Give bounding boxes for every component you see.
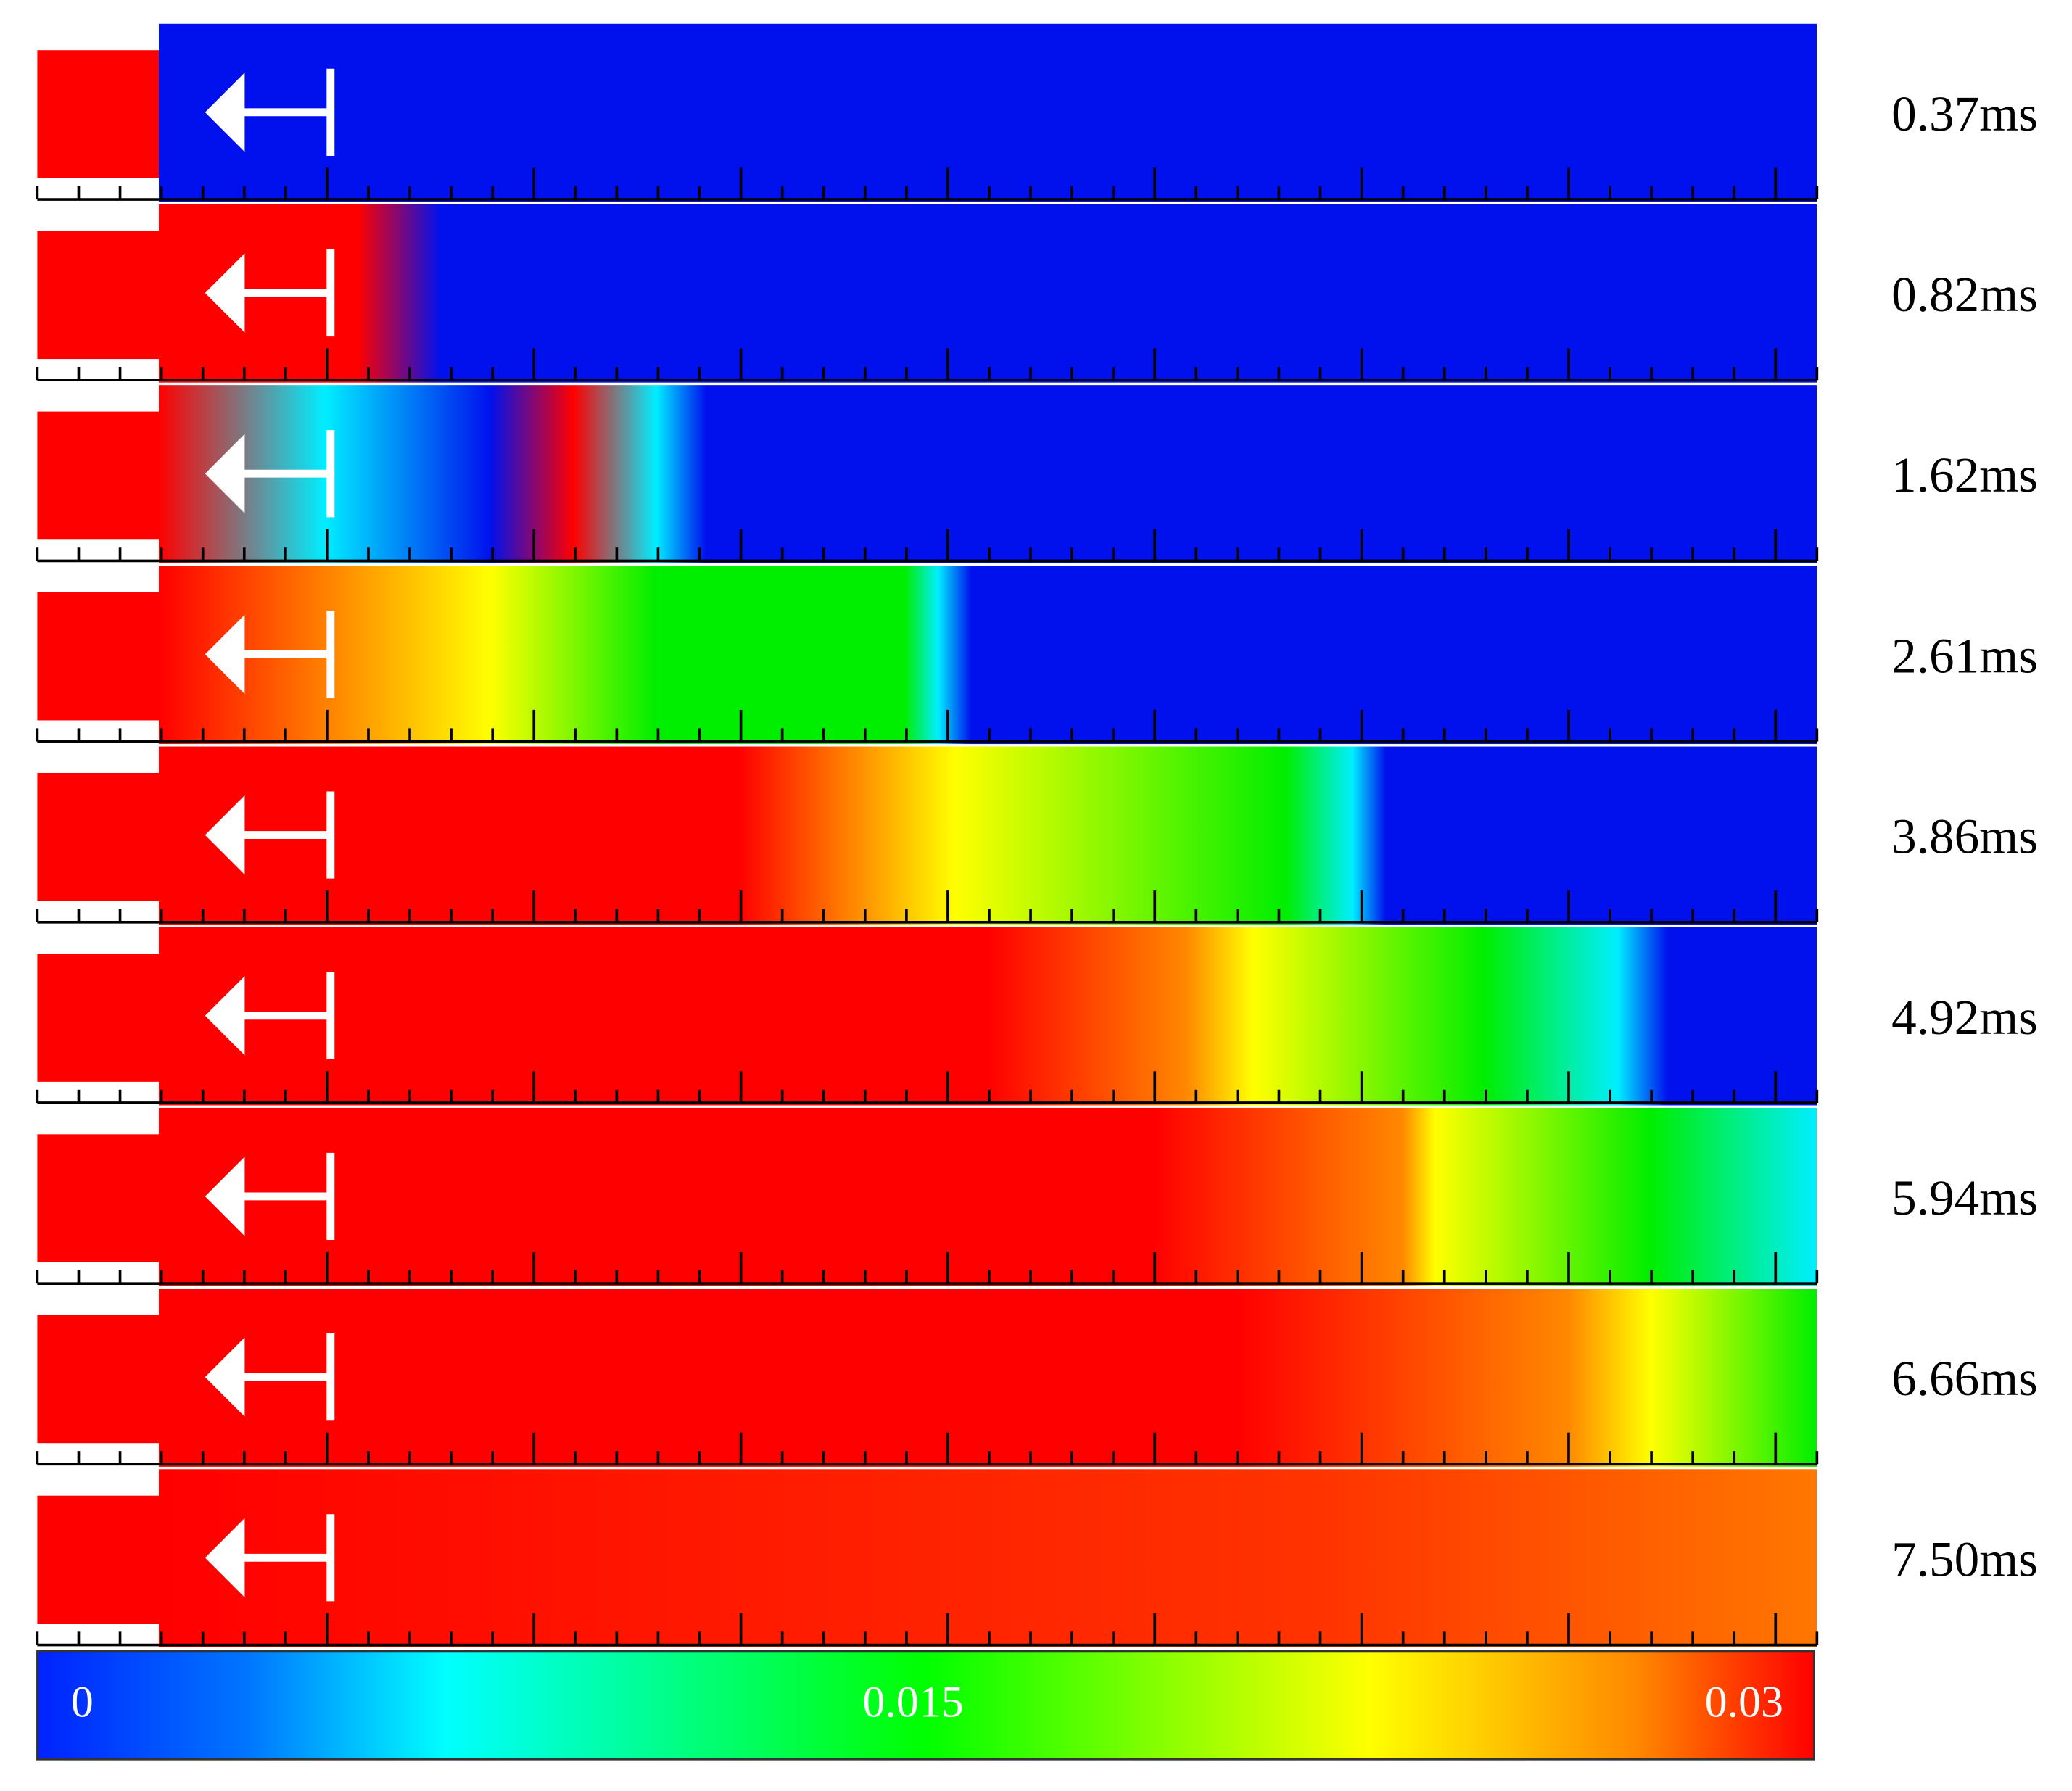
arrow-head — [205, 976, 245, 1056]
arrow-head — [205, 434, 245, 513]
frame: 0.82ms — [36, 204, 2038, 386]
inlet — [37, 411, 160, 540]
arrow-head — [205, 1337, 245, 1417]
frame: 1.62ms — [36, 385, 2038, 566]
contour-field — [159, 1289, 1817, 1467]
time-label: 0.37ms — [1891, 86, 2038, 141]
frames: 0.37ms 0.82ms 1.62ms 2.61ms 3.86ms 4.92ms 5.94… — [36, 23, 2038, 1650]
inlet — [37, 231, 160, 360]
contour-field — [159, 746, 1817, 925]
contour-field — [159, 204, 1817, 383]
time-label: 0.82ms — [1891, 266, 2038, 322]
time-label: 7.50ms — [1891, 1531, 2038, 1587]
frame: 5.94ms — [36, 1107, 2038, 1289]
inlet — [37, 592, 160, 721]
contour-field — [159, 1107, 1817, 1286]
time-label: 3.86ms — [1891, 808, 2038, 864]
arrow-head — [205, 73, 245, 152]
time-label: 6.66ms — [1891, 1350, 2038, 1406]
frame: 6.66ms — [36, 1289, 2038, 1470]
contour-field — [159, 566, 1817, 745]
time-label: 5.94ms — [1891, 1170, 2038, 1225]
frame: 4.92ms — [36, 927, 2038, 1109]
arrow-head — [205, 795, 245, 875]
inlet — [37, 1134, 160, 1263]
inlet — [37, 50, 160, 178]
colorbar-tick-label: 0 — [71, 1678, 94, 1727]
colorbar-tick-label: 0.03 — [1705, 1678, 1783, 1727]
inlet — [37, 954, 160, 1082]
colorbar — [36, 1650, 1815, 1761]
contour-field — [159, 1469, 1817, 1648]
arrow-head — [205, 1157, 245, 1236]
contour-field — [159, 23, 1817, 202]
inlet — [37, 1495, 160, 1624]
arrow-head — [205, 253, 245, 333]
contour-field — [159, 385, 1817, 564]
time-label: 2.61ms — [1891, 627, 2038, 683]
time-label: 4.92ms — [1891, 989, 2038, 1045]
frame: 2.61ms — [36, 566, 2038, 747]
arrow-head — [205, 1518, 245, 1597]
time-label: 1.62ms — [1891, 447, 2038, 502]
frame: 3.86ms — [36, 746, 2038, 927]
frame: 7.50ms — [36, 1469, 2038, 1650]
frame: 0.37ms — [36, 23, 2038, 205]
inlet — [37, 1315, 160, 1444]
contour-field — [159, 927, 1817, 1106]
inlet — [37, 772, 160, 901]
arrow-head — [205, 614, 245, 695]
colorbar-tick-label: 0.015 — [862, 1678, 963, 1727]
colorbar-ticks: 0 0.015 0.03 — [71, 1678, 1783, 1727]
